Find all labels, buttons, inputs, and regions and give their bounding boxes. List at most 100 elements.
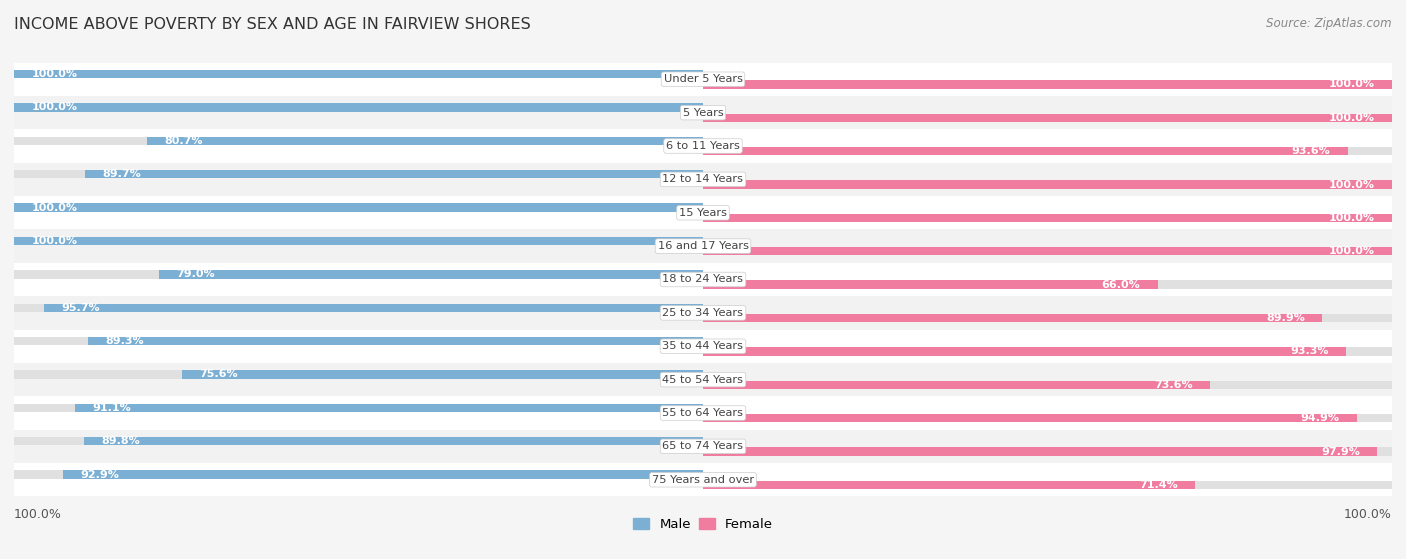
Bar <box>703 314 1323 322</box>
Bar <box>14 103 703 112</box>
Text: 100.0%: 100.0% <box>31 102 77 112</box>
Text: 93.6%: 93.6% <box>1292 146 1330 156</box>
Text: 15 Years: 15 Years <box>679 208 727 218</box>
Bar <box>159 270 703 278</box>
Bar <box>703 347 1392 356</box>
Bar <box>703 281 1157 289</box>
Bar <box>14 437 703 446</box>
Bar <box>703 414 1392 423</box>
Text: INCOME ABOVE POVERTY BY SEX AND AGE IN FAIRVIEW SHORES: INCOME ABOVE POVERTY BY SEX AND AGE IN F… <box>14 17 531 32</box>
Bar <box>14 229 1392 263</box>
Text: 89.7%: 89.7% <box>103 169 141 179</box>
Bar <box>703 381 1211 389</box>
Text: 100.0%: 100.0% <box>31 236 77 246</box>
Bar <box>703 214 1392 222</box>
Bar <box>703 214 1392 222</box>
Bar <box>14 129 1392 163</box>
Bar <box>703 113 1392 122</box>
Legend: Male, Female: Male, Female <box>627 513 779 537</box>
Bar <box>14 470 703 479</box>
Bar <box>703 147 1348 155</box>
Text: 93.3%: 93.3% <box>1291 347 1329 357</box>
Text: 97.9%: 97.9% <box>1322 447 1360 457</box>
Bar <box>148 136 703 145</box>
Text: 100.0%: 100.0% <box>1329 213 1375 223</box>
Text: 100.0%: 100.0% <box>31 69 77 79</box>
Bar <box>14 103 703 112</box>
Bar <box>14 370 703 378</box>
Bar <box>14 196 1392 229</box>
Bar <box>14 237 703 245</box>
Bar <box>703 181 1392 189</box>
Bar <box>14 136 703 145</box>
Bar <box>14 270 703 278</box>
Text: 25 to 34 Years: 25 to 34 Years <box>662 308 744 318</box>
Bar <box>703 181 1392 189</box>
Bar <box>14 203 703 212</box>
Text: 94.9%: 94.9% <box>1301 413 1340 423</box>
Text: 89.8%: 89.8% <box>101 436 141 446</box>
Bar <box>703 80 1392 89</box>
Text: 92.9%: 92.9% <box>80 470 120 480</box>
Bar <box>76 404 703 412</box>
Text: 89.9%: 89.9% <box>1267 313 1305 323</box>
Text: 16 and 17 Years: 16 and 17 Years <box>658 241 748 251</box>
Text: 6 to 11 Years: 6 to 11 Years <box>666 141 740 151</box>
Bar <box>183 370 703 378</box>
Bar <box>703 314 1392 322</box>
Text: 79.0%: 79.0% <box>176 269 215 280</box>
Text: 35 to 44 Years: 35 to 44 Years <box>662 341 744 351</box>
Text: Under 5 Years: Under 5 Years <box>664 74 742 84</box>
Bar <box>14 70 703 78</box>
Text: 100.0%: 100.0% <box>1329 79 1375 89</box>
Bar <box>14 404 703 412</box>
Bar <box>703 80 1392 89</box>
Bar <box>14 363 1392 396</box>
Text: 100.0%: 100.0% <box>31 202 77 212</box>
Bar <box>703 381 1392 389</box>
Bar <box>14 304 703 312</box>
Bar <box>14 263 1392 296</box>
Text: 100.0%: 100.0% <box>1344 508 1392 521</box>
Bar <box>87 337 703 345</box>
Bar <box>14 430 1392 463</box>
Text: 71.4%: 71.4% <box>1139 480 1178 490</box>
Text: 18 to 24 Years: 18 to 24 Years <box>662 274 744 285</box>
Bar <box>14 163 1392 196</box>
Bar <box>703 447 1378 456</box>
Text: 66.0%: 66.0% <box>1102 280 1140 290</box>
Text: 65 to 74 Years: 65 to 74 Years <box>662 442 744 451</box>
Bar <box>63 470 703 479</box>
Text: 100.0%: 100.0% <box>1329 247 1375 256</box>
Text: 100.0%: 100.0% <box>1329 179 1375 190</box>
Bar <box>703 347 1346 356</box>
Bar <box>14 203 703 212</box>
Text: 95.7%: 95.7% <box>60 303 100 312</box>
Bar <box>14 296 1392 330</box>
Text: 45 to 54 Years: 45 to 54 Years <box>662 375 744 385</box>
Text: 5 Years: 5 Years <box>683 108 723 117</box>
Text: 55 to 64 Years: 55 to 64 Years <box>662 408 744 418</box>
Bar <box>703 481 1392 489</box>
Bar <box>14 463 1392 496</box>
Text: 75.6%: 75.6% <box>200 369 238 380</box>
Bar <box>14 396 1392 430</box>
Text: Source: ZipAtlas.com: Source: ZipAtlas.com <box>1267 17 1392 30</box>
Bar <box>14 170 703 178</box>
Text: 91.1%: 91.1% <box>93 403 131 413</box>
Bar <box>703 247 1392 255</box>
Bar <box>14 70 703 78</box>
Bar <box>84 170 703 178</box>
Bar <box>84 437 703 446</box>
Bar <box>14 63 1392 96</box>
Text: 80.7%: 80.7% <box>165 136 202 146</box>
Bar <box>703 147 1392 155</box>
Bar <box>703 281 1392 289</box>
Bar <box>703 113 1392 122</box>
Bar <box>14 96 1392 129</box>
Bar <box>703 447 1392 456</box>
Text: 75 Years and over: 75 Years and over <box>652 475 754 485</box>
Text: 12 to 14 Years: 12 to 14 Years <box>662 174 744 184</box>
Bar <box>703 481 1195 489</box>
Text: 100.0%: 100.0% <box>1329 113 1375 123</box>
